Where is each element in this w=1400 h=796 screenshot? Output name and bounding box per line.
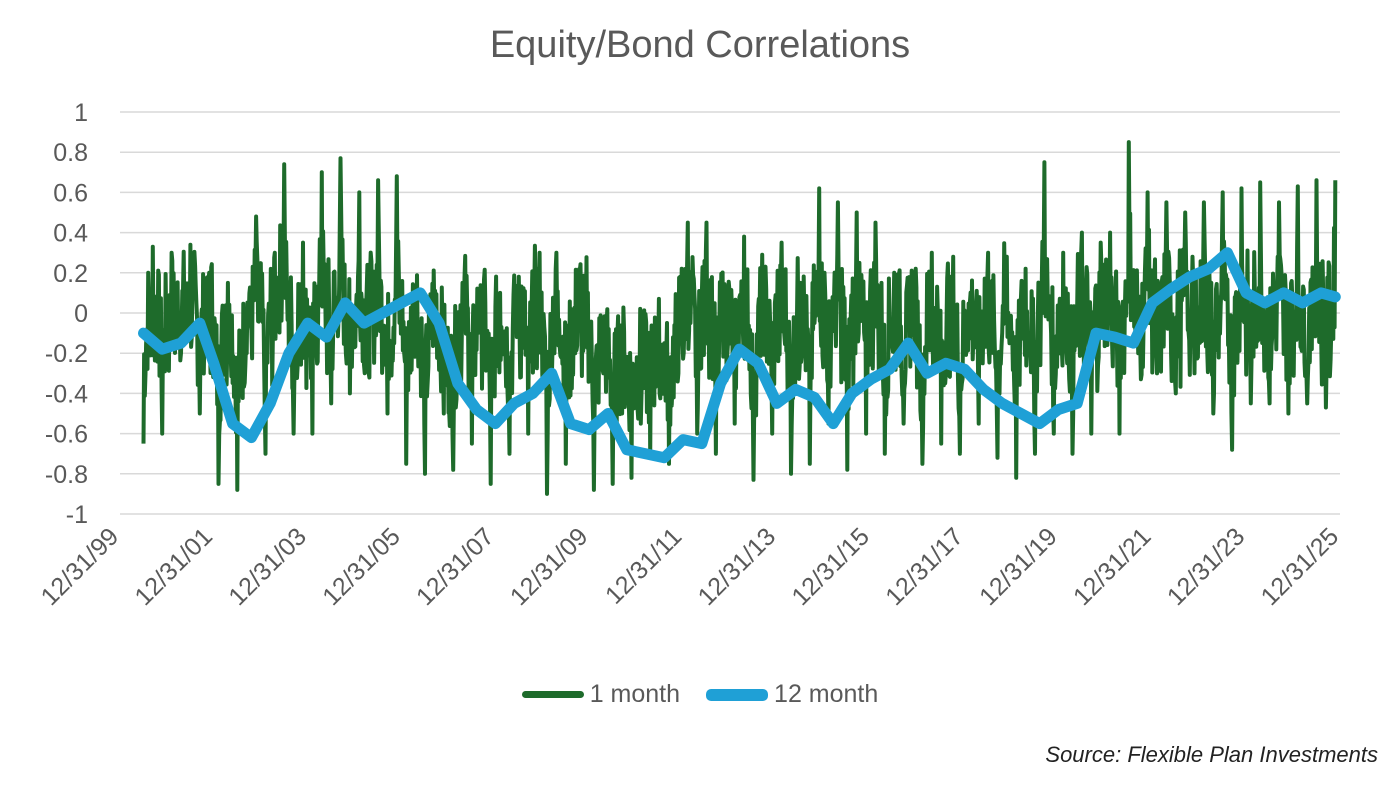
- y-tick-label: 0.6: [53, 179, 88, 207]
- y-tick-label: -0.2: [45, 340, 88, 368]
- legend-label-1-month: 1 month: [589, 680, 681, 708]
- y-tick-label: 1: [74, 99, 88, 127]
- x-tick-label: 12/31/17: [880, 522, 969, 611]
- y-axis-ticks: 1 0.8 0.6 0.4 0.2 0 -0.2 -0.4 -0.6 -0.8 -1: [45, 99, 88, 529]
- legend-item-1-month: 1 month: [521, 680, 681, 709]
- series-group: [138, 140, 1341, 496]
- x-tick-label: 12/31/25: [1256, 522, 1345, 611]
- legend-swatch-1-month: [521, 691, 584, 698]
- y-tick-label: -1: [66, 501, 88, 529]
- y-tick-label: -0.8: [45, 461, 88, 489]
- x-tick-label: 12/31/01: [129, 522, 218, 611]
- x-tick-label: 12/31/11: [600, 522, 687, 609]
- x-tick-label: 12/31/09: [505, 522, 594, 611]
- x-tick-label: 12/31/99: [36, 522, 125, 611]
- y-tick-label: 0: [74, 300, 88, 328]
- y-tick-label: -0.4: [45, 380, 88, 408]
- x-tick-label: 12/31/13: [693, 522, 782, 611]
- x-tick-label: 12/31/03: [223, 522, 312, 611]
- x-tick-label: 12/31/05: [317, 522, 406, 611]
- x-tick-label: 12/31/23: [1162, 522, 1251, 611]
- chart-title: Equity/Bond Correlations: [489, 24, 911, 66]
- legend-label-12-month: 12 month: [774, 680, 879, 708]
- x-axis-ticks: 12/31/99 12/31/01 12/31/03 12/31/05 12/31/07…: [36, 522, 1345, 611]
- y-tick-label: 0.8: [53, 139, 88, 167]
- series-line-1-month: [141, 140, 1338, 496]
- x-tick-label: 12/31/15: [786, 522, 875, 611]
- legend-item-12-month: 12 month: [706, 680, 878, 709]
- chart-area: 1 0.8 0.6 0.4 0.2 0 -0.2 -0.4 -0.6 -0.8 -1 12/31/9…: [36, 99, 1345, 611]
- x-tick-label: 12/31/21: [1068, 522, 1157, 611]
- x-tick-label: 12/31/07: [411, 522, 500, 611]
- y-tick-label: 0.4: [53, 220, 88, 248]
- legend-swatch-12-month: [706, 688, 769, 701]
- x-tick-label: 12/31/19: [974, 522, 1063, 611]
- legend: 1 month 12 month: [0, 680, 1400, 709]
- series-line-12-month: [138, 247, 1341, 464]
- y-tick-label: 0.2: [53, 260, 88, 288]
- source-note: Source: Flexible Plan Investments: [1045, 742, 1378, 767]
- y-tick-label: -0.6: [45, 421, 88, 449]
